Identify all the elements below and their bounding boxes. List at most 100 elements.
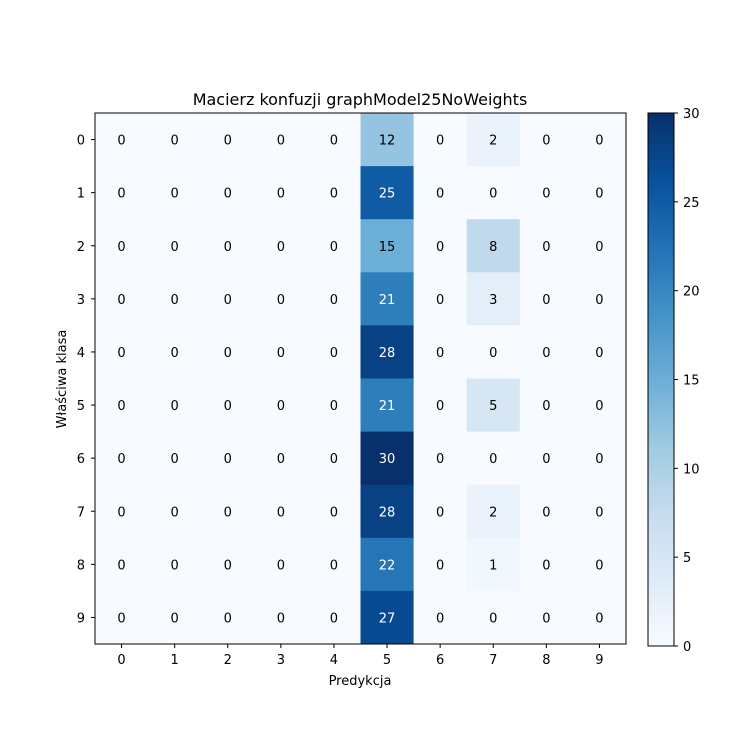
heatmap-cell [95,590,149,645]
cell-value-label: 0 [330,240,338,255]
heatmap-cell [466,325,521,379]
x-tick-label: 6 [436,653,444,668]
heatmap-cell [148,378,202,433]
y-tick-label: 4 [77,346,85,361]
cell-value-label: 0 [595,611,603,626]
heatmap-cell [572,219,627,273]
colorbar-tick-label: 5 [683,551,691,566]
y-tick-label: 9 [77,611,85,626]
cell-value-label: 0 [542,505,550,520]
heatmap-cell [307,219,361,273]
y-tick-label: 1 [77,187,85,202]
cell-value-label: 0 [542,611,550,626]
cell-value-label: 0 [436,399,444,414]
cell-value-label: 0 [171,240,179,255]
y-axis-label: Właściwa klasa [55,330,70,429]
x-tick-label: 2 [224,653,232,668]
cell-value-label: 0 [171,293,179,308]
heatmap-cell [254,431,308,486]
cell-value-label: 1 [489,558,497,573]
cell-value-label: 0 [224,293,232,308]
cell-value-label: 0 [117,293,125,308]
heatmap-cells [95,113,627,645]
cell-value-label: 0 [436,452,444,467]
heatmap-cell [307,537,361,592]
heatmap-cell [95,272,149,326]
heatmap-cell [413,590,468,645]
cell-value-label: 0 [277,558,285,573]
cell-value-label: 0 [171,505,179,520]
heatmap-cell [307,325,361,379]
heatmap-cell [254,590,308,645]
cell-value-label: 0 [595,134,603,149]
heatmap-cell [572,484,627,539]
cell-value-label: 0 [489,187,497,202]
colorbar-tick-label: 10 [683,462,700,477]
heatmap-cell [307,590,361,645]
heatmap-cell [201,484,255,539]
heatmap-cell [413,113,468,167]
cell-value-label: 0 [330,611,338,626]
cell-value-label: 15 [379,240,396,255]
cell-value-label: 0 [277,293,285,308]
heatmap-cell [95,431,149,486]
cell-value-label: 28 [379,505,396,520]
heatmap-cell [413,484,468,539]
heatmap-cell [572,537,627,592]
cell-value-label: 25 [379,187,396,202]
cell-value-label: 0 [330,134,338,149]
heatmap-cell [148,590,202,645]
heatmap-cell [95,219,149,273]
cell-value-label: 0 [436,505,444,520]
cell-value-label: 0 [436,134,444,149]
heatmap-cell [254,537,308,592]
heatmap-cell [572,166,627,220]
cell-value-label: 0 [542,452,550,467]
heatmap-cell [148,219,202,273]
heatmap-cell [307,484,361,539]
heatmap-cell [307,166,361,220]
cell-value-label: 0 [224,611,232,626]
colorbar-tick-label: 30 [683,107,700,122]
cell-value-label: 0 [542,240,550,255]
cell-value-label: 0 [595,399,603,414]
heatmap-cell [254,166,308,220]
cell-value-label: 0 [117,505,125,520]
cell-value-label: 0 [436,558,444,573]
heatmap-cell [95,537,149,592]
heatmap-cell [360,272,415,326]
y-tick-label: 6 [77,452,85,467]
cell-value-label: 0 [117,240,125,255]
heatmap-cell [519,113,574,167]
heatmap-cell [254,484,308,539]
heatmap-cell [95,166,149,220]
colorbar [647,112,675,647]
heatmap-cell [148,113,202,167]
cell-value-label: 3 [489,293,497,308]
heatmap-cell [572,113,627,167]
cell-value-label: 0 [224,187,232,202]
heatmap-cell [413,219,468,273]
heatmap-cell [254,378,308,433]
cell-value-label: 0 [224,134,232,149]
heatmap-cell [360,325,415,379]
heatmap-cell [254,113,308,167]
x-tick-label: 9 [595,653,603,668]
cell-value-label: 0 [330,293,338,308]
heatmap-cell [466,219,521,273]
heatmap-cell [254,219,308,273]
cell-value-label: 0 [330,505,338,520]
x-tick-label: 7 [489,653,497,668]
cell-value-label: 0 [117,187,125,202]
x-tick-label: 0 [117,653,125,668]
heatmap-cell [201,325,255,379]
heatmap-cell [519,272,574,326]
heatmap-cell [307,431,361,486]
cell-value-label: 0 [595,505,603,520]
cell-value-label: 0 [171,346,179,361]
x-tick-label: 1 [171,653,179,668]
cell-value-label: 0 [224,505,232,520]
cell-value-label: 0 [595,187,603,202]
heatmap-cell [572,325,627,379]
